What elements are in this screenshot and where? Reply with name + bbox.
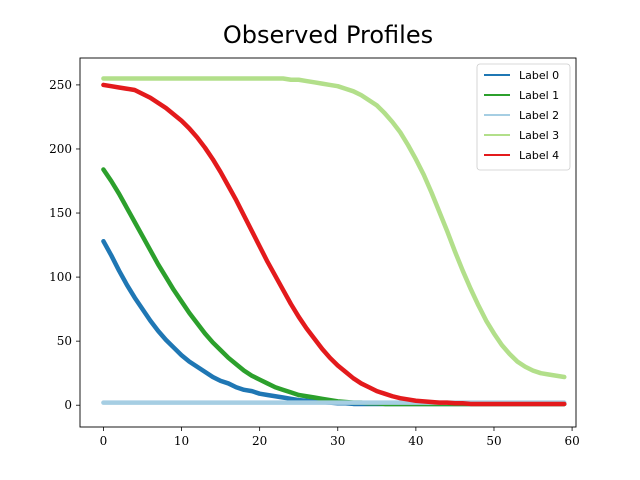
x-tick-label: 0	[100, 434, 108, 448]
y-axis-ticks: 0 50 100 150 200 250	[49, 78, 80, 412]
series-layer	[101, 76, 567, 407]
x-tick-label: 20	[252, 434, 267, 448]
chart-title: Observed Profiles	[223, 21, 433, 49]
y-tick-label: 100	[49, 270, 72, 284]
x-axis-ticks: 0 10 20 30 40 50 60	[100, 427, 580, 448]
y-tick-label: 50	[57, 334, 72, 348]
y-tick-label: 250	[49, 78, 72, 92]
x-tick-label: 10	[174, 434, 189, 448]
y-tick-label: 0	[64, 398, 72, 412]
legend-label-4: Label 4	[519, 149, 559, 162]
legend-label-2: Label 2	[519, 109, 559, 122]
y-tick-label: 200	[49, 142, 72, 156]
x-tick-label: 30	[330, 434, 345, 448]
y-tick-label: 150	[49, 206, 72, 220]
axes-frame	[79, 57, 577, 428]
x-tick-label: 60	[564, 434, 579, 448]
legend-label-1: Label 1	[519, 89, 559, 102]
legend-label-3: Label 3	[519, 129, 559, 142]
legend-label-0: Label 0	[519, 69, 559, 82]
x-tick-label: 40	[408, 434, 423, 448]
x-tick-label: 50	[486, 434, 501, 448]
series-line-4	[101, 82, 567, 407]
series-line-3	[101, 76, 567, 380]
legend: Label 0 Label 1 Label 2 Label 3 Label 4	[476, 63, 571, 171]
legend-box	[476, 63, 571, 171]
